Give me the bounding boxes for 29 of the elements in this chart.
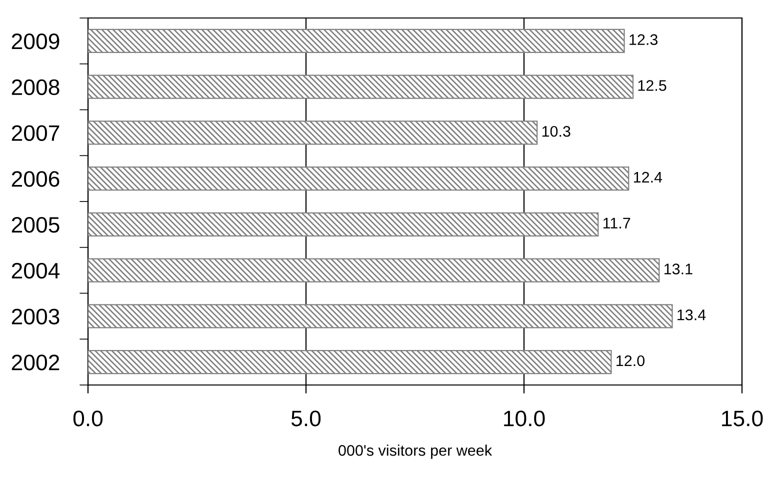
y-tick-label: 2003 bbox=[12, 308, 60, 324]
y-tick-label: 2007 bbox=[12, 125, 60, 141]
y-tick-label: 2006 bbox=[12, 171, 60, 187]
bar bbox=[88, 304, 673, 328]
bar bbox=[88, 74, 634, 99]
data-label: 11.7 bbox=[603, 218, 630, 228]
data-label: 12.5 bbox=[638, 80, 666, 91]
bar bbox=[88, 120, 538, 145]
data-label: 12.0 bbox=[616, 355, 645, 366]
data-label: 13.4 bbox=[678, 309, 706, 320]
data-label: 12.3 bbox=[630, 34, 658, 46]
bar bbox=[88, 166, 630, 191]
bar bbox=[88, 212, 599, 236]
data-label: 10.3 bbox=[542, 126, 570, 137]
y-tick-label: 2009 bbox=[12, 33, 60, 50]
y-tick-label: 2002 bbox=[12, 354, 60, 370]
x-tick-label: 5.0 bbox=[291, 410, 321, 426]
x-axis-title: 000's visitors per week bbox=[338, 444, 492, 459]
data-label: 12.4 bbox=[634, 172, 662, 183]
x-tick-label: 10.0 bbox=[504, 410, 545, 426]
data-label: 13.1 bbox=[664, 264, 692, 274]
x-tick-label: 15.0 bbox=[722, 410, 763, 426]
bar bbox=[88, 350, 612, 374]
y-tick-label: 2005 bbox=[12, 216, 60, 233]
bar bbox=[88, 258, 660, 282]
y-tick-label: 2004 bbox=[12, 262, 60, 279]
bar bbox=[88, 28, 625, 53]
x-tick-label: 0.0 bbox=[73, 410, 103, 426]
y-tick-label: 2008 bbox=[12, 79, 60, 96]
